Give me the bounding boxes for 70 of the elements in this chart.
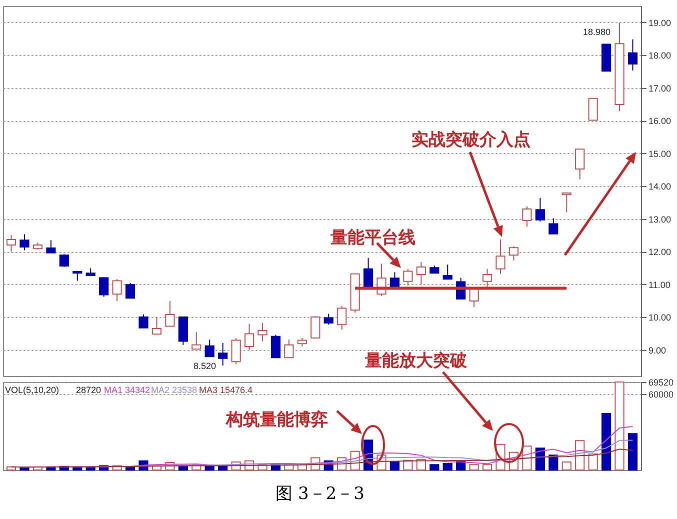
text: MA2 23538 xyxy=(151,385,198,395)
candlestick xyxy=(310,316,320,339)
candlestick xyxy=(152,316,162,335)
annotation: 18.980 xyxy=(583,27,611,37)
candlestick xyxy=(125,282,136,299)
y-tick-label: 9.00 xyxy=(648,345,666,356)
text: MA1 34342 xyxy=(104,385,150,395)
candlestick xyxy=(218,342,228,366)
candlestick xyxy=(562,192,572,213)
y-tick-label: 18.00 xyxy=(648,50,672,61)
line-series xyxy=(10,448,634,468)
candlestick xyxy=(628,38,638,72)
candlestick xyxy=(231,338,241,365)
annotation: 量能放大突破 xyxy=(364,351,468,371)
y-tick-label: 16.00 xyxy=(648,116,672,126)
annotation: 量能平台线 xyxy=(330,228,416,248)
text: MA3 15476.4 xyxy=(199,385,253,395)
candlestick xyxy=(548,218,558,234)
annotation: 28720 xyxy=(76,385,102,395)
candlestick xyxy=(416,262,426,286)
y-tick-label: 11.00 xyxy=(648,280,670,290)
candlestick xyxy=(99,276,109,298)
candlestick xyxy=(496,238,506,274)
candlestick xyxy=(204,339,214,358)
annotation: 实战突破介入点 xyxy=(412,130,530,150)
candlestick xyxy=(138,314,148,328)
y-tick-label: 14.00 xyxy=(648,182,672,192)
candlestick xyxy=(192,332,202,350)
y-tick-label: 10.00 xyxy=(648,312,672,323)
y-tick-label: 60000 xyxy=(648,390,674,400)
caption: 图 3－2－3 xyxy=(274,483,366,505)
y-tick-label: 19.00 xyxy=(648,18,672,28)
bar xyxy=(628,433,638,470)
candlestick xyxy=(469,288,479,308)
y-tick-label: 69520 xyxy=(648,378,674,388)
candlestick xyxy=(337,305,347,330)
y-tick-label: 15.00 xyxy=(648,148,672,159)
annotation: 8.520 xyxy=(193,361,216,371)
bar xyxy=(601,413,612,470)
candlestick xyxy=(508,246,519,261)
candlestick xyxy=(6,234,16,252)
candlestick xyxy=(324,313,334,326)
annotation: 构筑量能博弈 xyxy=(225,409,328,430)
candlestick xyxy=(482,268,492,288)
candlestick xyxy=(390,272,400,288)
candlestick xyxy=(575,148,585,180)
candlestick xyxy=(244,323,254,350)
candlestick xyxy=(403,268,413,286)
y-tick-label: 17.00 xyxy=(648,83,672,94)
candlestick xyxy=(46,240,56,254)
candlestick xyxy=(588,98,598,121)
y-tick-label: 13.00 xyxy=(648,214,672,224)
bar xyxy=(430,464,440,470)
candlestick xyxy=(20,234,30,251)
bar xyxy=(442,463,452,470)
candlestick xyxy=(258,322,268,342)
chart-title: VOL(5,10,20) xyxy=(5,385,60,395)
bar xyxy=(548,454,558,470)
candlestick xyxy=(112,278,122,302)
candlestick xyxy=(522,206,532,228)
candlestick xyxy=(284,339,294,358)
candlestick xyxy=(363,257,374,288)
candlestick xyxy=(270,334,281,358)
candlestick xyxy=(442,264,452,280)
candlestick xyxy=(72,271,82,282)
bar xyxy=(390,461,400,470)
candlestick xyxy=(535,197,545,222)
candlestick xyxy=(165,300,175,327)
y-tick-label: 12.00 xyxy=(648,247,672,258)
candlestick xyxy=(59,254,69,268)
